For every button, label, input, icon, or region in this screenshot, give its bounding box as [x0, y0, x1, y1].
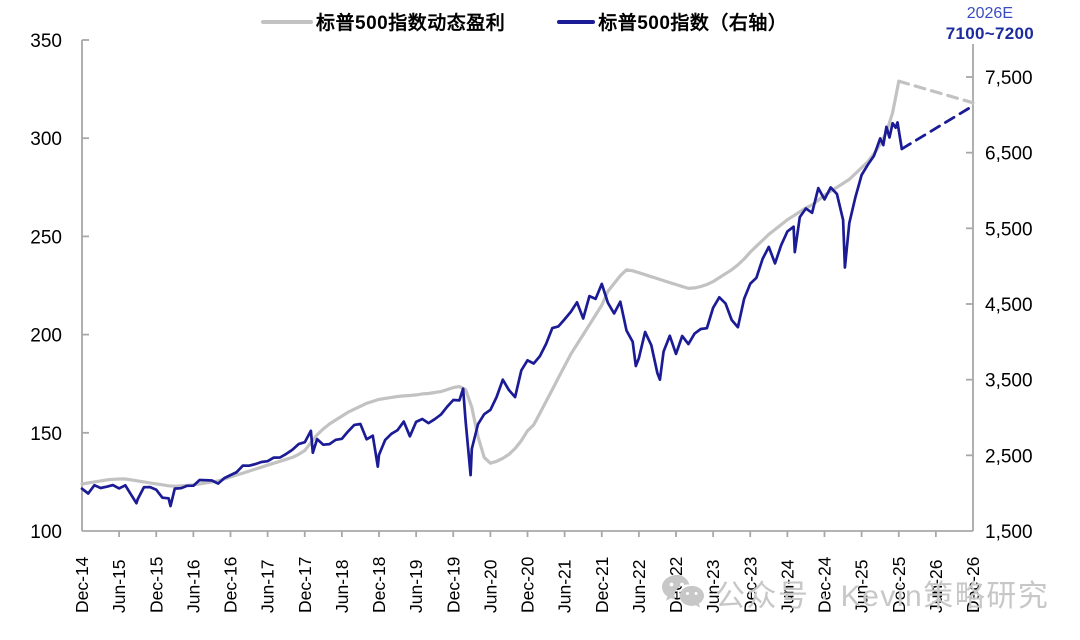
x-axis-tick-label: Dec-22	[666, 557, 686, 613]
x-axis-tick-label: Jun-22	[629, 559, 649, 613]
x-axis-tick-label: Dec-18	[369, 557, 389, 613]
x-axis-tick-label: Dec-14	[72, 556, 92, 613]
x-axis-tick-label: Dec-17	[295, 557, 315, 613]
right-axis-tick-label: 2,500	[985, 446, 1033, 467]
x-axis-tick-label: Dec-21	[592, 557, 612, 613]
x-axis-tick-label: Dec-15	[146, 557, 166, 613]
left-axis-tick-label: 100	[30, 522, 62, 543]
x-axis-tick-label: Dec-16	[221, 557, 241, 613]
right-axis-tick-label: 4,500	[985, 295, 1033, 316]
x-axis-tick-label: Jun-21	[555, 559, 575, 613]
spx-line-swatch	[557, 19, 596, 24]
x-axis-tick-label: Jun-17	[258, 559, 278, 613]
x-axis-tick-label: Dec-26	[963, 557, 983, 613]
x-axis-tick-label: Jun-24	[777, 559, 797, 613]
eps-forecast-line	[897, 79, 975, 105]
x-axis-tick-label: Jun-20	[480, 559, 500, 613]
x-axis-tick-label: Jun-15	[109, 559, 129, 613]
left-axis-tick-label: 200	[30, 326, 62, 347]
x-axis-tick-label: Dec-19	[443, 557, 463, 613]
eps-line	[80, 79, 901, 488]
right-axis-tick-label: 1,500	[985, 522, 1033, 543]
x-axis-tick-label: Jun-16	[183, 559, 203, 613]
x-axis-tick-label: Dec-20	[518, 556, 538, 613]
x-axis-tick-label: Jun-26	[926, 559, 946, 613]
forecast-annotation: 2026E 7100~7200	[946, 5, 1034, 44]
left-axis-tick-label: 350	[30, 31, 62, 52]
left-axis-tick-label: 300	[30, 129, 62, 150]
eps-legend-label: 标普500指数动态盈利	[316, 13, 506, 34]
right-axis-tick-label: 7,500	[985, 68, 1033, 89]
spx-line	[80, 121, 904, 508]
forecast-year-label: 2026E	[966, 5, 1013, 22]
legend-item-eps: 标普500指数动态盈利	[261, 8, 505, 35]
x-axis-tick-label: Jun-25	[852, 559, 872, 613]
x-axis-tick-label: Dec-23	[740, 557, 760, 613]
right-axis-tick-label: 3,500	[985, 371, 1033, 392]
x-axis-tick-label: Jun-23	[703, 559, 723, 613]
forecast-range-label: 7100~7200	[945, 23, 1034, 43]
x-axis-tick-label: Dec-25	[889, 557, 909, 613]
spx-forecast-line	[900, 104, 975, 151]
spx-legend-label: 标普500指数（右轴）	[598, 13, 788, 34]
right-axis-tick-label: 6,500	[985, 144, 1033, 165]
legend: 标普500指数动态盈利 标普500指数（右轴）	[261, 8, 787, 35]
left-axis-tick-label: 250	[30, 227, 62, 248]
x-axis-tick-label: Jun-18	[332, 559, 352, 613]
legend-item-spx: 标普500指数（右轴）	[557, 8, 787, 35]
x-axis-tick-label: Jun-19	[406, 559, 426, 613]
x-axis-tick-label: Dec-24	[815, 556, 835, 613]
eps-line-swatch	[261, 19, 314, 24]
right-axis-tick-label: 5,500	[985, 219, 1033, 240]
left-axis-tick-label: 150	[30, 424, 62, 445]
